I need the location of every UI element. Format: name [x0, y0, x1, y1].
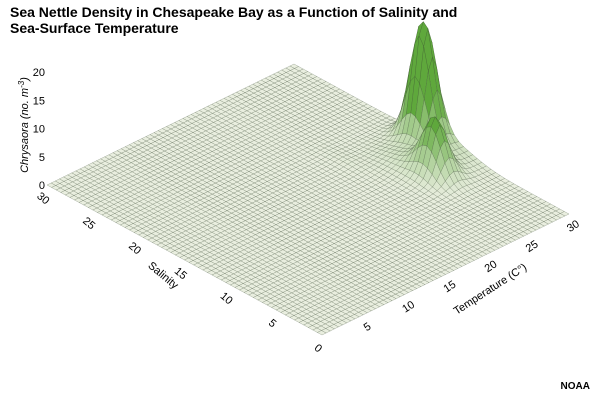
chart-title-line-2: Sea-Surface Temperature: [10, 20, 179, 36]
temperature-tick-label: 20: [483, 258, 500, 275]
salinity-tick-label: 20: [126, 240, 143, 257]
temperature-tick-label: 15: [441, 279, 458, 296]
salinity-tick-label: 5: [266, 317, 278, 330]
temperature-tick-label: 25: [524, 238, 541, 255]
z-axis-label: Chrysaora (no. m-3): [17, 77, 31, 173]
temperature-tick-label: 5: [362, 321, 374, 334]
surface-patch: [317, 330, 327, 336]
z-tick-label: 0: [39, 180, 45, 192]
temperature-axis-ticks: 5 10 15 20 25 30: [362, 218, 582, 334]
z-tick-label: 20: [33, 67, 45, 79]
salinity-tick-label: 10: [218, 290, 235, 307]
z-axis-ticks: 0 5 10 15 20: [33, 67, 45, 192]
salinity-tick-label: 30: [34, 190, 51, 207]
z-tick-label: 10: [33, 124, 45, 136]
salinity-tick-label: 0: [312, 342, 324, 355]
temperature-tick-label: 10: [400, 299, 417, 316]
z-tick-label: 5: [39, 152, 45, 164]
salinity-tick-label: 25: [80, 215, 97, 232]
credit-text: NOAA: [560, 381, 590, 392]
surface-mesh: [46, 21, 570, 336]
chart-title-line-1: Sea Nettle Density in Chesapeake Bay as …: [10, 4, 458, 20]
temperature-tick-label: 30: [565, 218, 582, 235]
z-tick-label: 15: [33, 95, 45, 107]
chart-title: Sea Nettle Density in Chesapeake Bay as …: [10, 4, 570, 36]
